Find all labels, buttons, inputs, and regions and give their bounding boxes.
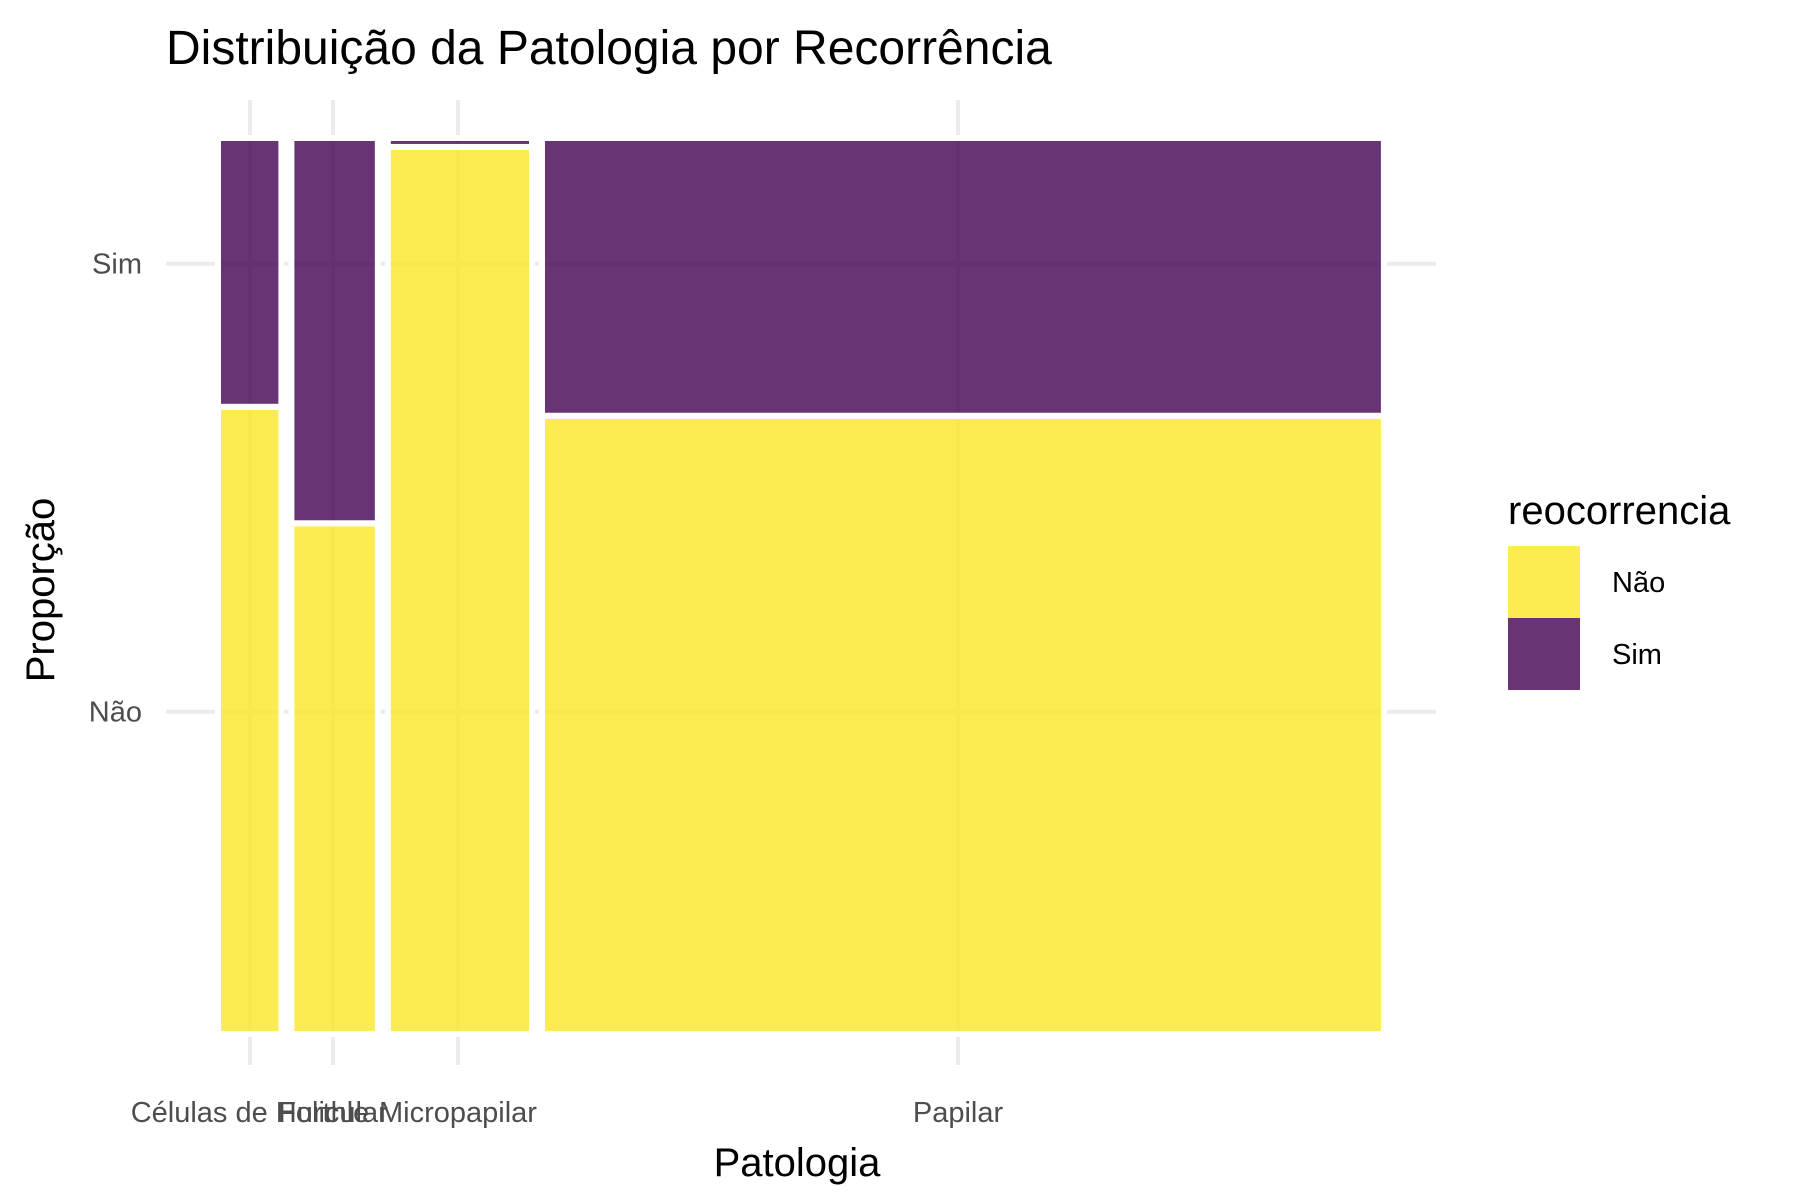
y-axis-title: Proporção: [19, 498, 63, 683]
x-tick-label: Papilar: [913, 1097, 1004, 1129]
legend: reocorrencia Não Sim: [1508, 489, 1731, 690]
tile-nao: [384, 143, 535, 1037]
tile-nao: [538, 412, 1387, 1037]
tile-nao: [288, 520, 381, 1038]
x-tick-label: Micropapilar: [379, 1097, 537, 1129]
mosaic-tiles: [215, 135, 1387, 1038]
legend-key: [1508, 546, 1580, 618]
y-tick-label: Não: [89, 697, 142, 729]
legend-label: Não: [1612, 567, 1665, 599]
x-axis-title: Patologia: [714, 1141, 882, 1185]
tile-sim: [288, 135, 381, 527]
tile-sim: [538, 135, 1387, 419]
tile-sim: [215, 135, 285, 410]
chart-title: Distribuição da Patologia por Recorrênci…: [166, 22, 1052, 75]
tile-nao: [215, 403, 285, 1037]
x-tick-label: Folicular: [278, 1097, 388, 1129]
legend-key: [1508, 618, 1580, 690]
tile-sim: [384, 135, 535, 150]
legend-label: Sim: [1612, 639, 1662, 671]
y-tick-label: Sim: [92, 249, 142, 281]
x-tick-label: Células de Hurthle: [131, 1097, 370, 1129]
legend-title: reocorrencia: [1508, 489, 1731, 533]
